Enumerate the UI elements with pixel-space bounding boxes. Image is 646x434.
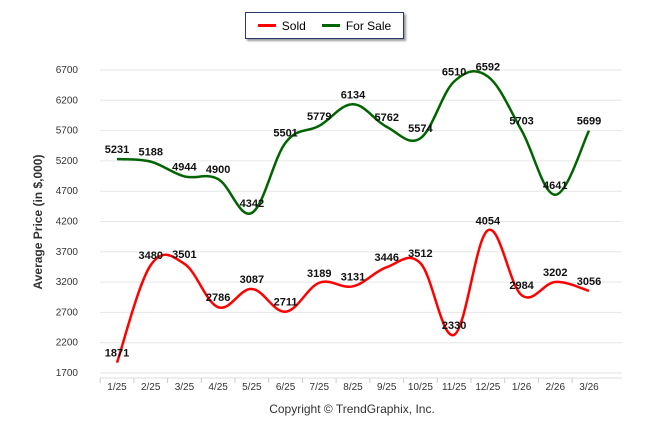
x-tick-label: 11/25 (442, 382, 467, 393)
y-tick-label: 6700 (56, 65, 79, 76)
data-label: 2711 (274, 297, 298, 309)
data-label: 3512 (408, 248, 432, 260)
data-label: 5501 (273, 128, 297, 140)
data-label: 5574 (408, 123, 433, 135)
y-tick-label: 3700 (56, 247, 79, 258)
data-label: 6510 (442, 67, 466, 79)
data-label: 3446 (374, 252, 398, 264)
y-tick-label: 3200 (56, 277, 79, 288)
data-label: 3131 (341, 271, 365, 283)
data-label: 3501 (172, 249, 196, 261)
data-label: 4054 (476, 215, 501, 227)
data-label: 5762 (374, 112, 398, 124)
x-tick-label: 2/25 (141, 382, 161, 393)
data-label: 3202 (543, 267, 567, 279)
data-label: 5231 (105, 144, 129, 156)
y-tick-label: 5200 (56, 156, 79, 167)
series-line-sold (115, 228, 590, 364)
y-axis-label: Average Price (in $,000) (31, 155, 45, 290)
legend-swatch-sold (257, 24, 276, 27)
x-tick-label: 4/25 (208, 382, 228, 393)
data-label: 6592 (476, 62, 500, 74)
data-label: 3189 (307, 268, 331, 280)
data-label: 5188 (138, 147, 162, 159)
data-label: 2786 (206, 292, 230, 304)
series-line-for-sale (116, 70, 591, 215)
x-tick-label: 5/25 (242, 382, 262, 393)
y-tick-label: 6200 (56, 95, 79, 106)
y-tick-label: 2200 (56, 338, 79, 349)
x-tick-label: 1/26 (512, 382, 532, 393)
legend-item-sold[interactable]: Sold (257, 18, 306, 33)
legend-item-for-sale[interactable]: For Sale (321, 18, 392, 33)
legend-label-sold: Sold (281, 18, 306, 33)
x-tick-label: 3/26 (579, 382, 599, 393)
copyright-text: Copyright © TrendGraphix, Inc. (269, 402, 435, 416)
data-label: 4900 (206, 164, 230, 176)
y-tick-label: 4200 (56, 217, 79, 228)
data-label: 3087 (240, 274, 264, 286)
x-tick-label: 9/25 (377, 382, 397, 393)
y-tick-label: 4700 (56, 186, 79, 197)
legend-label-for-sale: For Sale (345, 18, 392, 33)
data-label: 5699 (577, 116, 601, 128)
data-label: 5703 (509, 115, 533, 127)
data-label: 3480 (138, 250, 162, 262)
x-tick-label: 7/25 (310, 382, 330, 393)
data-label: 2330 (442, 320, 466, 332)
x-tick-label: 12/25 (475, 382, 500, 393)
x-tick-label: 3/25 (175, 382, 195, 393)
x-tick-label: 2/26 (546, 382, 566, 393)
data-label: 4944 (172, 161, 197, 173)
legend-swatch-for-sale (321, 24, 340, 27)
chart-legend: Sold For Sale (245, 12, 404, 39)
y-tick-label: 2700 (56, 307, 79, 318)
data-label: 1871 (105, 348, 129, 360)
y-tick-label: 5700 (56, 126, 79, 137)
x-tick-label: 10/25 (408, 382, 433, 393)
data-label: 5779 (307, 111, 331, 123)
y-tick-label: 1700 (56, 368, 79, 379)
x-tick-label: 8/25 (343, 382, 363, 393)
x-tick-label: 6/25 (276, 382, 296, 393)
x-tick-label: 1/25 (107, 382, 127, 393)
data-label: 2984 (509, 280, 534, 292)
data-label: 4641 (543, 180, 567, 192)
data-label: 6134 (341, 89, 366, 101)
data-label: 3056 (577, 276, 601, 288)
data-label: 4342 (240, 198, 264, 210)
